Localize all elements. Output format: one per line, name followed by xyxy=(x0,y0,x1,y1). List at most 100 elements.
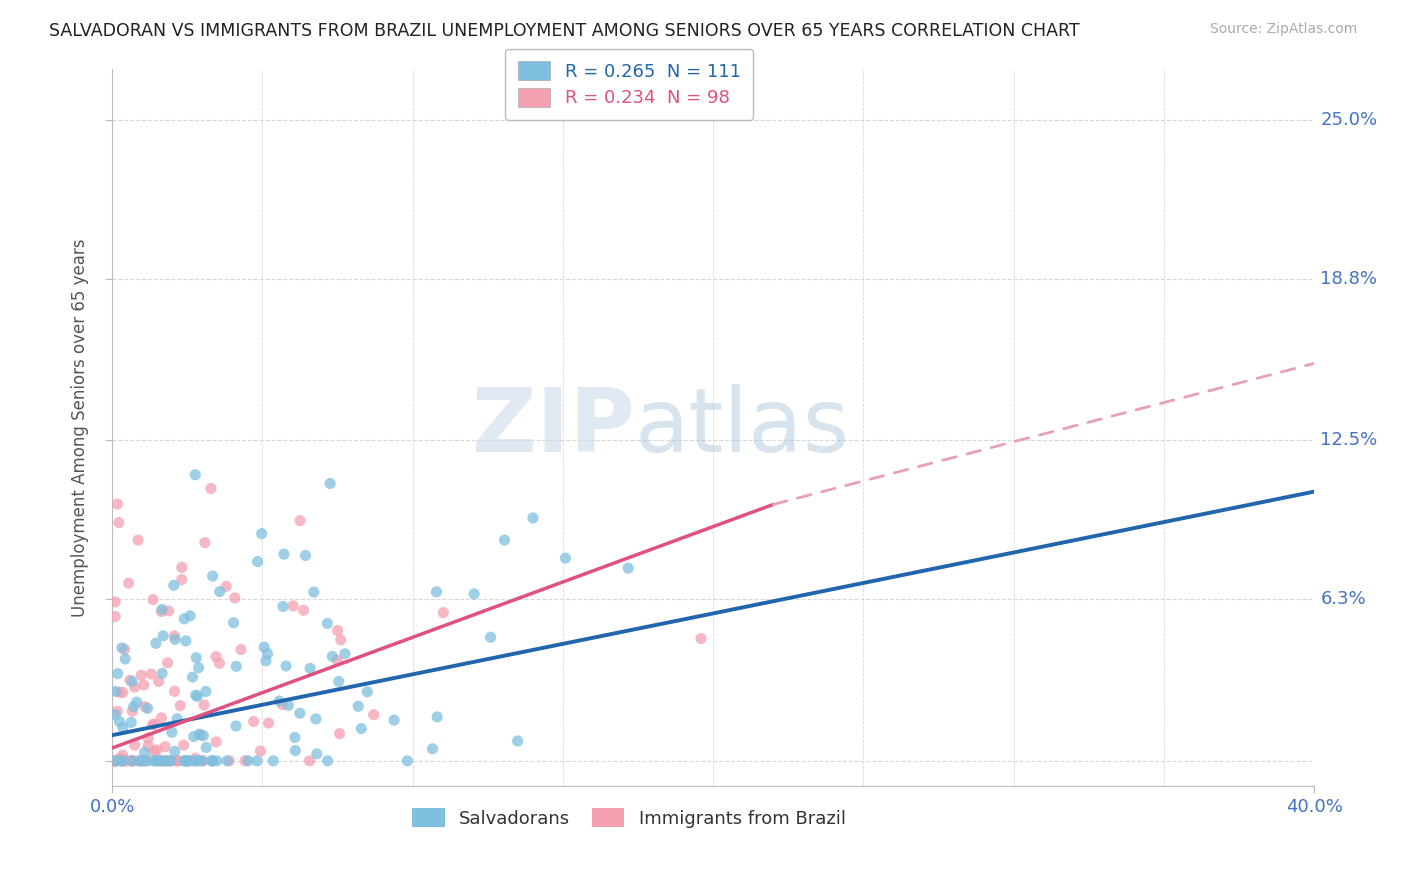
Point xyxy=(176,754,198,768)
Point xyxy=(506,734,529,748)
Point xyxy=(155,754,177,768)
Point xyxy=(382,713,405,727)
Point xyxy=(396,754,419,768)
Point xyxy=(494,533,516,547)
Point xyxy=(159,754,181,768)
Point xyxy=(690,632,713,646)
Text: 25.0%: 25.0% xyxy=(1320,111,1378,128)
Point xyxy=(242,714,264,729)
Point xyxy=(141,667,163,681)
Point xyxy=(200,482,222,496)
Point xyxy=(298,754,321,768)
Point xyxy=(208,584,231,599)
Point xyxy=(277,698,299,713)
Point xyxy=(328,674,350,689)
Point xyxy=(143,717,166,731)
Point xyxy=(299,661,322,675)
Point xyxy=(114,754,136,768)
Point xyxy=(554,551,576,566)
Point xyxy=(292,603,315,617)
Point xyxy=(127,533,149,548)
Point xyxy=(149,754,172,768)
Point xyxy=(104,707,127,722)
Point xyxy=(269,694,291,708)
Point xyxy=(201,754,224,768)
Point xyxy=(114,652,136,666)
Point xyxy=(274,659,297,673)
Point xyxy=(134,699,156,714)
Point xyxy=(122,754,145,768)
Point xyxy=(326,653,349,667)
Point xyxy=(422,741,444,756)
Point xyxy=(132,754,155,768)
Point xyxy=(183,754,205,768)
Point xyxy=(184,751,207,765)
Point xyxy=(284,731,307,745)
Point xyxy=(363,707,385,722)
Point xyxy=(229,642,252,657)
Point xyxy=(129,668,152,682)
Point xyxy=(111,720,134,734)
Point xyxy=(163,578,186,592)
Point xyxy=(111,748,134,763)
Point xyxy=(176,754,198,768)
Point xyxy=(177,754,200,768)
Point xyxy=(136,731,159,745)
Point xyxy=(155,754,177,768)
Point xyxy=(233,754,256,768)
Text: ZIP: ZIP xyxy=(472,384,636,471)
Y-axis label: Unemployment Among Seniors over 65 years: Unemployment Among Seniors over 65 years xyxy=(72,238,89,616)
Point xyxy=(157,604,180,618)
Point xyxy=(173,754,195,768)
Point xyxy=(319,476,342,491)
Point xyxy=(271,698,294,712)
Point xyxy=(254,654,277,668)
Point xyxy=(522,511,544,525)
Point xyxy=(288,514,311,528)
Point xyxy=(294,549,316,563)
Point xyxy=(114,642,136,657)
Point xyxy=(205,735,228,749)
Point xyxy=(225,659,247,673)
Point xyxy=(193,729,215,743)
Point xyxy=(617,561,640,575)
Point xyxy=(333,647,356,661)
Point xyxy=(104,595,127,609)
Point xyxy=(121,754,143,768)
Point xyxy=(257,716,280,731)
Point xyxy=(108,685,131,699)
Point xyxy=(146,743,169,757)
Point xyxy=(167,754,190,768)
Point xyxy=(150,754,173,768)
Point xyxy=(284,743,307,757)
Point xyxy=(132,678,155,692)
Point xyxy=(350,722,373,736)
Text: atlas: atlas xyxy=(636,384,851,471)
Point xyxy=(165,632,187,647)
Point xyxy=(105,754,128,768)
Point xyxy=(115,754,138,768)
Point xyxy=(217,754,239,768)
Point xyxy=(186,754,208,768)
Point xyxy=(111,685,134,699)
Point xyxy=(163,684,186,698)
Point xyxy=(108,751,131,765)
Point xyxy=(193,754,215,768)
Point xyxy=(145,636,167,650)
Point xyxy=(253,640,276,654)
Point xyxy=(201,754,224,768)
Point xyxy=(188,727,211,741)
Point xyxy=(195,740,218,755)
Point xyxy=(150,602,173,616)
Point xyxy=(134,754,156,768)
Point xyxy=(156,656,179,670)
Point xyxy=(173,738,195,752)
Point xyxy=(173,612,195,626)
Point xyxy=(329,727,352,741)
Point xyxy=(246,754,269,768)
Point xyxy=(205,754,228,768)
Point xyxy=(145,754,167,768)
Text: Source: ZipAtlas.com: Source: ZipAtlas.com xyxy=(1209,22,1357,37)
Point xyxy=(169,698,191,713)
Point xyxy=(150,711,173,725)
